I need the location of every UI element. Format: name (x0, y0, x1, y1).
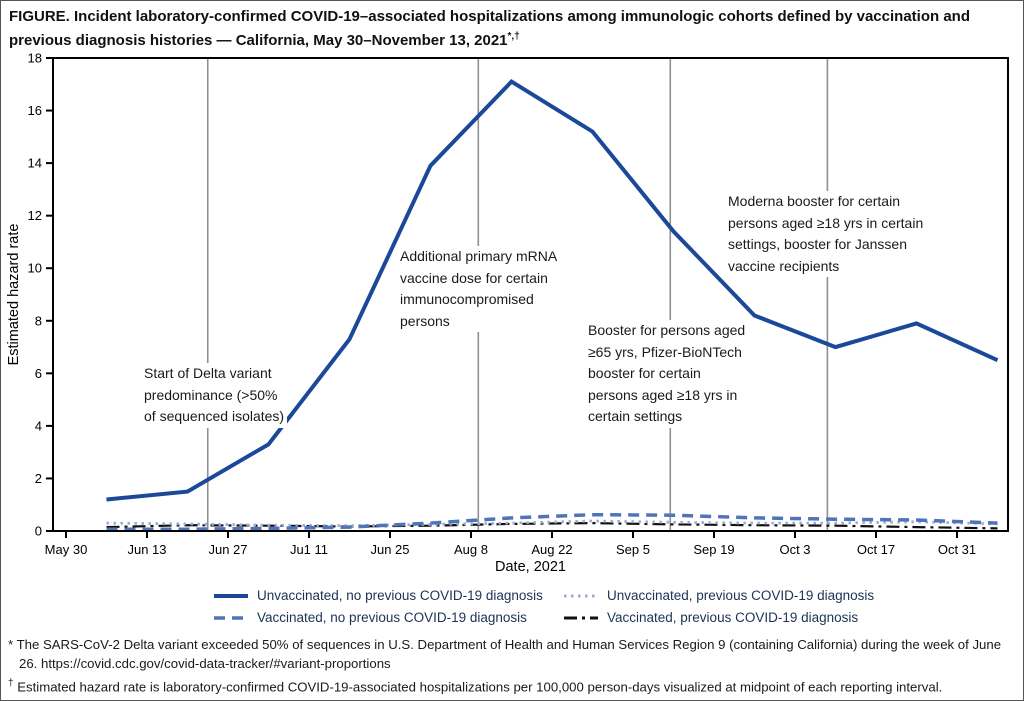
x-axis-label: Date, 2021 (495, 559, 566, 575)
y-tick-label: 8 (35, 313, 42, 328)
footnote-dagger: † Estimated hazard rate is laboratory-co… (8, 674, 1020, 696)
x-tick-label: Jun 27 (208, 542, 247, 557)
plot-border (52, 57, 1009, 532)
y-tick-label: 16 (28, 103, 42, 118)
y-axis-label: Estimated hazard rate (6, 224, 22, 366)
figure-title-text: FIGURE. Incident laboratory-confirmed CO… (9, 8, 970, 49)
legend-item-unvaccinated-previous: Unvaccinated, previous COVID-19 diagnosi… (563, 588, 874, 603)
series-line-unvaccinated-previous (106, 519, 998, 528)
footnote-text: The SARS-CoV-2 Delta variant exceeded 50… (16, 637, 1002, 671)
figure-title-superscript: *,† (507, 31, 520, 42)
chart-annotation: Start of Delta variant predominance (>50%… (141, 363, 288, 428)
legend-label: Unvaccinated, no previous COVID-19 diagn… (257, 588, 543, 603)
x-tick-label: Ju1 11 (290, 542, 328, 557)
legend-swatch-dashed-line (214, 615, 248, 620)
y-tick-label: 0 (35, 524, 42, 539)
x-tick-label: Sep 5 (616, 542, 650, 557)
x-tick-label: May 30 (45, 542, 88, 557)
x-tick-label: Jun 25 (370, 542, 409, 557)
footnote-asterisk: * The SARS-CoV-2 Delta variant exceeded … (8, 635, 1020, 673)
x-tick-label: Sep 19 (693, 542, 734, 557)
y-tick-label: 10 (28, 261, 42, 276)
legend-item-vaccinated-no-previous: Vaccinated, no previous COVID-19 diagnos… (213, 610, 527, 625)
legend-label: Unvaccinated, previous COVID-19 diagnosi… (607, 588, 875, 603)
footnotes: * The SARS-CoV-2 Delta variant exceeded … (8, 635, 1020, 697)
series-line-vaccinated-no-previous (106, 512, 998, 531)
legend-swatch-solid-line (214, 593, 248, 598)
figure-title: FIGURE. Incident laboratory-confirmed CO… (9, 7, 1017, 51)
y-tick-label: 12 (28, 208, 42, 223)
x-tick-label: Aug 8 (454, 542, 488, 557)
x-tick-label: Oct 31 (938, 542, 976, 557)
y-tick-label: 18 (28, 51, 42, 66)
y-tick-label: 2 (35, 471, 42, 486)
series-line-unvaccinated-no-previous (106, 79, 999, 502)
legend-label: Vaccinated, no previous COVID-19 diagnos… (257, 610, 527, 625)
legend-label: Vaccinated, previous COVID-19 diagnosis (607, 610, 859, 625)
x-tick-label: Aug 22 (531, 542, 572, 557)
x-tick-label: Oct 3 (779, 542, 810, 557)
legend-swatch-dashdot-line (564, 616, 598, 619)
y-tick-label: 6 (35, 366, 42, 381)
legend-item-vaccinated-previous: Vaccinated, previous COVID-19 diagnosis (563, 610, 858, 625)
footnote-marker: † (8, 678, 14, 689)
y-tick-label: 14 (28, 156, 42, 171)
legend-item-unvaccinated-no-previous: Unvaccinated, no previous COVID-19 diagn… (213, 588, 543, 603)
x-tick-label: Jun 13 (127, 542, 166, 557)
chart-annotation: Moderna booster for certain persons aged … (725, 191, 927, 277)
chart-annotation: Additional primary mRNA vaccine dose for … (397, 246, 561, 332)
footnote-marker: * (8, 637, 14, 652)
x-tick-label: Oct 17 (857, 542, 895, 557)
footnote-text: Estimated hazard rate is laboratory-conf… (17, 679, 943, 695)
chart-annotation: Booster for persons aged ≥65 yrs, Pfizer-… (585, 320, 749, 428)
legend-swatch-dotted-line (564, 594, 598, 597)
y-tick-label: 4 (35, 418, 42, 433)
